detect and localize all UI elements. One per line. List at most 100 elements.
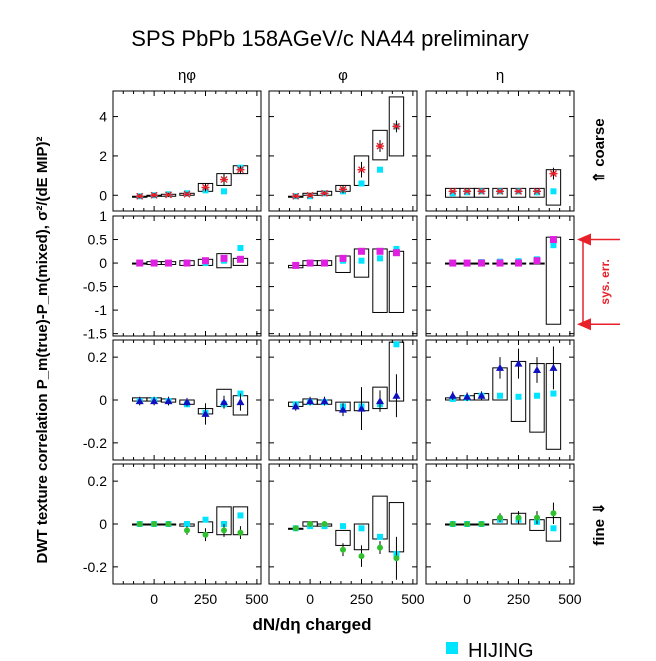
data-point [220,254,228,262]
data-point [306,397,315,405]
sys-error-box [372,129,388,161]
sys-error-box [545,236,562,325]
data-point [135,397,144,405]
panel [268,90,418,212]
hijing-point [358,180,365,187]
data-point [550,510,557,517]
data-point [164,397,173,405]
hijing-point [393,341,400,348]
x-axis-label: dN/dη charged [252,615,371,634]
data-point [165,259,172,267]
data-point [150,397,159,405]
panel [268,215,418,337]
data-point [136,259,144,267]
y-tick-label: 0 [99,255,107,271]
panel-frame [112,90,262,212]
data-point [376,397,384,405]
sys-err-label-group: sys. err. [598,259,612,304]
data-point [357,404,366,412]
y-tick-label: 0.2 [88,349,108,365]
y-axis-label-group: DWT texture correlation P_m(true)-P_m(mi… [34,137,51,564]
data-point [533,366,541,373]
y-tick-label: -0.2 [83,435,107,451]
data-point [477,391,486,399]
data-point [549,170,558,178]
data-point [514,187,523,195]
sys-err-label: sys. err. [598,259,612,304]
data-point [237,529,244,536]
data-point [515,259,522,267]
hijing-point [515,393,522,400]
y-axis-label: DWT texture correlation P_m(true)-P_m(mi… [34,137,51,564]
data-point [549,363,558,371]
data-point [183,398,191,406]
data-point [135,192,144,200]
panel-frame [425,215,575,337]
data-point [151,521,158,527]
column-header: η [496,67,504,84]
data-point [449,521,456,527]
data-point [393,555,400,562]
data-point [321,521,328,527]
data-point [291,402,300,410]
data-point [464,521,471,527]
data-point [496,363,504,371]
hijing-point [377,255,383,262]
data-point [339,254,347,262]
sys-error-box [529,187,545,198]
panel [268,339,418,461]
data-point [320,397,329,405]
x-tick-label: 500 [558,591,582,607]
data-point [221,527,227,534]
data-point [201,183,210,191]
legend-hijing-marker [446,642,458,654]
sys-err-arrowhead [577,233,591,246]
data-point [497,514,503,521]
hijing-point [184,521,190,527]
sys-error-box [388,250,405,313]
data-point [340,546,346,553]
y-tick-label: 2 [99,148,107,164]
hijing-point [534,392,540,399]
data-point [292,261,300,269]
hijing-point [340,523,346,530]
panel [425,90,575,212]
data-point [236,255,244,263]
hijing-point [221,188,227,195]
data-point [358,247,365,255]
y-tick-label: 0 [99,392,107,408]
data-point [478,259,485,267]
data-point [463,187,472,195]
data-point [320,189,329,197]
data-point [220,398,228,406]
panel [112,215,262,337]
panel [268,463,418,585]
panel-frame [268,339,418,461]
sys-err-arrowhead [577,318,591,331]
y-tick-label: 0 [99,516,107,532]
column-header: ηφ [178,67,196,84]
panel [112,90,262,212]
data-point [448,391,457,399]
sys-error-box [335,529,351,546]
y-tick-label: 0 [99,187,107,203]
data-point [165,521,172,527]
panel-frame [112,215,262,337]
data-point [357,166,366,174]
row-label: ⇑ coarse [591,118,608,183]
panel-frame [268,215,418,337]
y-tick-label: 0.5 [88,232,108,248]
hijing-point [202,516,209,523]
data-point [358,553,365,560]
data-point [533,187,541,195]
data-point [183,259,191,267]
sys-error-box [372,495,388,540]
data-point [306,259,314,267]
data-point [463,392,472,400]
y-tick-label: 1 [99,208,107,224]
panel [425,215,575,337]
data-point [201,409,210,417]
data-point [376,247,384,255]
panel [425,463,575,585]
